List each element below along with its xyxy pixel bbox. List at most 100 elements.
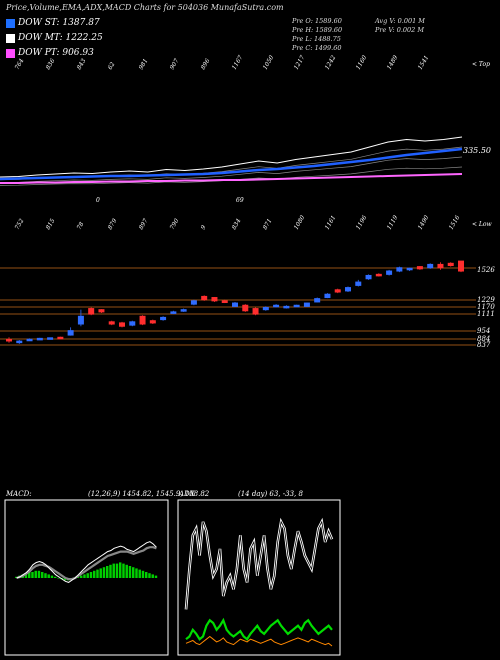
- price-candle-body: [88, 308, 95, 315]
- price-candle-body: [396, 267, 403, 272]
- price-top-label: 790: [169, 217, 181, 231]
- macd-histogram-bar: [31, 572, 34, 578]
- price-candle-body: [77, 315, 84, 325]
- avg-volume: Avg V: 0.001 M: [375, 17, 425, 25]
- price-candle-body: [129, 321, 136, 326]
- ema-top-label: 836: [45, 57, 57, 71]
- dow-pt-legend: DOW PT: 906.93: [6, 48, 94, 58]
- ema-top-label: 1050: [262, 54, 276, 71]
- macd-histogram-bar: [63, 578, 67, 581]
- macd-histogram-bar: [89, 572, 93, 578]
- price-top-label: 752: [14, 217, 26, 231]
- price-candle-body: [16, 340, 23, 344]
- macd-histogram-bar: [109, 564, 112, 578]
- price-candle-body: [170, 311, 177, 314]
- price-level-label: 954: [477, 327, 490, 335]
- adx-series-inner: [185, 520, 333, 610]
- macd-histogram-bar: [37, 570, 41, 578]
- macd-histogram-bar: [141, 570, 145, 578]
- prev-high: Pre H: 1589.60: [292, 26, 343, 34]
- macd-histogram-bar: [112, 563, 115, 578]
- ema-mid-label: 69: [236, 197, 244, 204]
- prev-volume: Pre V: 0.002 M: [375, 26, 425, 34]
- macd-histogram-bar: [125, 564, 128, 578]
- price-candle-body: [36, 337, 43, 341]
- price-top-label: 1490: [417, 214, 431, 231]
- price-candle-body: [365, 274, 372, 280]
- macd-histogram-bar: [102, 567, 106, 578]
- price-top-label: 1516: [448, 214, 462, 231]
- adx-params: (14 day) 63, -33, 8: [238, 490, 304, 498]
- prev-close: Pre C: 1499.60: [292, 44, 342, 52]
- dow-st-label: DOW ST: 1387.87: [18, 18, 100, 28]
- price-candle-body: [355, 281, 362, 286]
- dow-st-legend: DOW ST: 1387.87: [6, 18, 100, 28]
- macd-histogram-bar: [151, 574, 154, 578]
- price-candle-body: [324, 293, 331, 299]
- ema-top-label: 896: [200, 57, 212, 71]
- price-candle-body: [427, 263, 434, 269]
- price-candle-body: [273, 304, 280, 308]
- price-top-label: 1161: [324, 214, 338, 231]
- price-corner-label: < Low: [472, 221, 493, 228]
- price-candle-body: [190, 300, 197, 305]
- dow-mt-label: DOW MT: 1222.25: [18, 33, 103, 43]
- price-candle-body: [149, 320, 156, 324]
- price-candle-body: [406, 267, 413, 271]
- price-candle-body: [386, 270, 393, 275]
- price-candle-body: [47, 337, 54, 340]
- ema-top-label: 1489: [386, 54, 400, 71]
- price-candle-body: [303, 302, 310, 307]
- price-candle-body: [201, 295, 208, 301]
- macd-histogram-bar: [50, 575, 54, 578]
- price-level-label: 1111: [477, 310, 495, 318]
- ema-top-label: 981: [138, 58, 150, 71]
- macd-histogram-bar: [106, 566, 109, 578]
- macd-histogram-bar: [41, 572, 44, 578]
- price-candle-body: [119, 322, 125, 327]
- price-candle-body: [437, 263, 444, 269]
- macd-histogram-bar: [44, 573, 47, 578]
- ema-top-label: 1217: [293, 54, 307, 71]
- dow-mt-swatch: [6, 33, 15, 43]
- adx-series-line: [185, 635, 333, 647]
- ema-series-line: [0, 173, 463, 184]
- ema-top-label: 907: [169, 57, 181, 71]
- ema-top-label: 1160: [355, 54, 369, 71]
- macd-histogram-bar: [119, 562, 122, 578]
- macd-histogram-bar: [34, 570, 37, 578]
- macd-params: (12,26,9) 1454.82, 1545.9, 108.82: [88, 490, 210, 498]
- price-candle-body: [67, 330, 74, 336]
- macd-histogram-bar: [47, 574, 50, 578]
- macd-title: MACD:: [5, 490, 32, 498]
- macd-histogram-bar: [80, 575, 83, 578]
- dow-pt-swatch: [6, 48, 15, 58]
- dow-st-swatch: [6, 18, 15, 28]
- macd-histogram-bar: [93, 570, 96, 578]
- price-top-label: 1196: [355, 214, 369, 231]
- macd-histogram-bar: [24, 573, 28, 578]
- price-candle-body: [314, 298, 321, 303]
- ema-top-label: 843: [76, 57, 88, 71]
- price-top-label: 9: [200, 224, 208, 231]
- price-top-label: 815: [45, 217, 57, 231]
- price-candle-body: [108, 321, 115, 325]
- price-top-label: 834: [231, 217, 243, 231]
- price-candle-body: [283, 305, 290, 309]
- macd-histogram-bar: [54, 576, 57, 578]
- ema-corner-label: < Top: [472, 61, 490, 68]
- price-candle-body: [211, 297, 218, 302]
- ema-value-label: 335.50: [463, 146, 491, 155]
- price-candle-body: [57, 336, 64, 340]
- macd-histogram-bar: [28, 572, 31, 578]
- price-top-label: 897: [138, 217, 150, 231]
- price-candle-body: [293, 304, 300, 308]
- price-candle-body: [252, 308, 259, 315]
- macd-histogram-bar: [86, 573, 89, 578]
- price-candle-body: [262, 306, 269, 311]
- price-candle-body: [416, 266, 423, 270]
- ema-top-label: 1242: [324, 54, 338, 71]
- adx-title: ADX: [178, 490, 196, 498]
- price-level-label: 1526: [477, 266, 495, 274]
